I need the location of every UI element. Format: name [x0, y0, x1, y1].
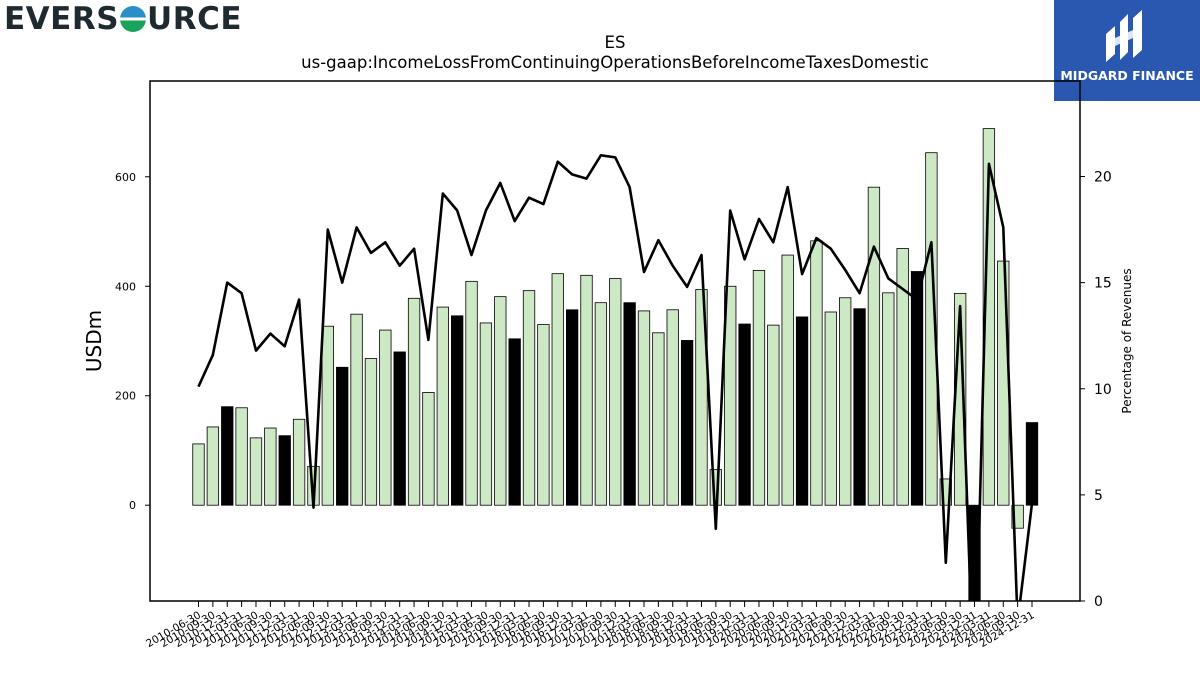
y2-tick-label: 0: [1094, 594, 1103, 610]
bar: [336, 366, 349, 506]
y2-axis-label: Percentage of Revenues: [1120, 268, 1134, 413]
bar: [968, 504, 981, 601]
bar: [206, 426, 220, 506]
y-tick-label: 0: [129, 499, 136, 512]
bar: [738, 323, 751, 506]
bar: [767, 324, 780, 506]
eversource-logo: EVERS URCE: [4, 2, 242, 36]
logo-text-right: URCE: [147, 1, 243, 37]
bar: [824, 311, 837, 506]
bar: [867, 186, 881, 506]
bar: [522, 290, 536, 506]
bar: [695, 289, 708, 506]
midgard-finance-badge: MIDGARD FINANCE: [1054, 0, 1200, 101]
bar: [393, 351, 406, 506]
bar: [839, 297, 852, 506]
bar: [680, 340, 694, 506]
bar: [465, 280, 478, 506]
y-tick-label: 600: [115, 171, 136, 184]
plot-area: 0200400600051015202010-06-302010-09-3020…: [115, 80, 1112, 650]
y2-tick-label: 20: [1094, 170, 1112, 186]
percentage-line: [197, 154, 1034, 601]
bar: [795, 316, 809, 506]
bar: [422, 392, 435, 506]
y-tick-label: 400: [115, 280, 136, 293]
bar: [637, 310, 651, 506]
bar: [781, 254, 794, 506]
bar-series: [192, 128, 1039, 601]
bar: [264, 427, 277, 506]
bar: [235, 407, 248, 506]
bar: [508, 338, 521, 506]
bar: [537, 324, 550, 506]
logo-globe-icon: [120, 6, 147, 32]
bar: [292, 418, 306, 506]
bar: [451, 315, 464, 506]
bar: [594, 302, 608, 506]
bar: [1011, 504, 1024, 529]
bar: [407, 297, 421, 506]
bar: [666, 309, 679, 506]
bar: [565, 309, 579, 506]
bar: [379, 329, 392, 506]
y2-tick-label: 5: [1094, 488, 1103, 504]
bar: [192, 443, 205, 506]
bar: [580, 274, 593, 506]
bar: [997, 260, 1010, 506]
bar: [925, 152, 938, 506]
y2-tick-label: 10: [1094, 382, 1112, 398]
bar: [910, 271, 924, 506]
bar: [752, 269, 766, 506]
chart-title: ES: [605, 33, 626, 52]
bar: [609, 278, 622, 506]
bar: [321, 325, 334, 506]
bar: [882, 292, 895, 506]
bar: [479, 322, 493, 506]
bar: [221, 406, 234, 506]
partner-name: MIDGARD FINANCE: [1060, 68, 1194, 83]
bar: [1025, 422, 1039, 506]
y-axis-label: USDm: [82, 310, 106, 372]
bar: [652, 332, 665, 506]
bar: [982, 128, 996, 506]
bar: [623, 302, 636, 506]
bar: [896, 248, 909, 506]
bar: [436, 306, 449, 506]
bar: [364, 358, 378, 506]
bar: [853, 308, 866, 506]
bar: [810, 240, 823, 506]
bar: [494, 296, 507, 506]
y2-tick-label: 15: [1094, 276, 1112, 292]
bar: [724, 285, 737, 506]
bar: [249, 437, 263, 506]
bar: [939, 478, 952, 506]
bar: [551, 273, 564, 506]
y-tick-label: 200: [115, 390, 136, 403]
midgard-mark-icon: [1106, 10, 1142, 62]
bar: [350, 313, 363, 506]
logo-text-left: EVERS: [4, 1, 120, 37]
bar: [278, 435, 291, 506]
chart-subtitle: us-gaap:IncomeLossFromContinuingOperatio…: [301, 53, 929, 72]
